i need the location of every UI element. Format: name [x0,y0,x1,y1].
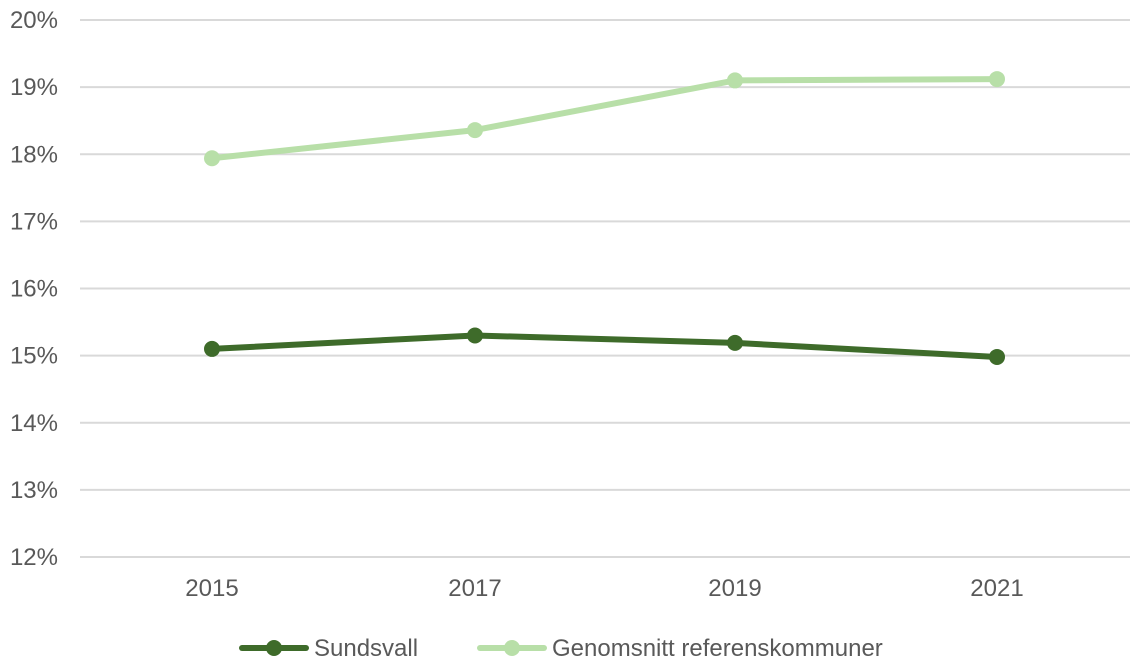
x-tick-label: 2017 [448,575,501,602]
gridlines [80,19,1130,558]
y-tick-label: 12% [10,544,58,571]
y-tick-label: 15% [10,343,58,370]
y-tick-label: 18% [10,141,58,168]
legend-item: Genomsnitt referenskommuner [477,635,883,662]
data-point [467,327,483,344]
data-point [989,71,1005,88]
series-genomsnitt-referenskommuner [204,71,1005,167]
y-tick-label: 14% [10,410,58,437]
series-line [209,76,1000,162]
data-point [727,334,743,351]
y-tick-label: 13% [10,477,58,504]
y-tick-label: 17% [10,208,58,235]
data-point [989,348,1005,365]
series-layer [204,71,1005,365]
y-tick-label: 16% [10,276,58,303]
y-tick-label: 19% [10,74,58,101]
legend-label: Genomsnitt referenskommuner [552,635,883,662]
legend-item: Sundsvall [239,635,418,662]
legend: Sundsvall Genomsnitt referenskommuner [239,635,883,662]
data-point [204,150,220,167]
legend-label: Sundsvall [314,635,418,662]
x-tick-label: 2021 [970,575,1023,602]
series-sundsvall [204,327,1005,365]
legend-swatch-marker [504,640,520,656]
x-axis-ticks: 2015 2017 2019 2021 [185,575,1023,602]
data-point [727,72,743,89]
data-point [467,122,483,139]
legend-swatch-marker [266,640,282,656]
series-line [209,332,1000,360]
x-tick-label: 2019 [708,575,761,602]
x-tick-label: 2015 [185,575,238,602]
y-axis-ticks: 12% 13% 14% 15% 16% 17% 18% 19% 20% [10,7,58,571]
y-tick-label: 20% [10,7,58,34]
data-point [204,340,220,357]
